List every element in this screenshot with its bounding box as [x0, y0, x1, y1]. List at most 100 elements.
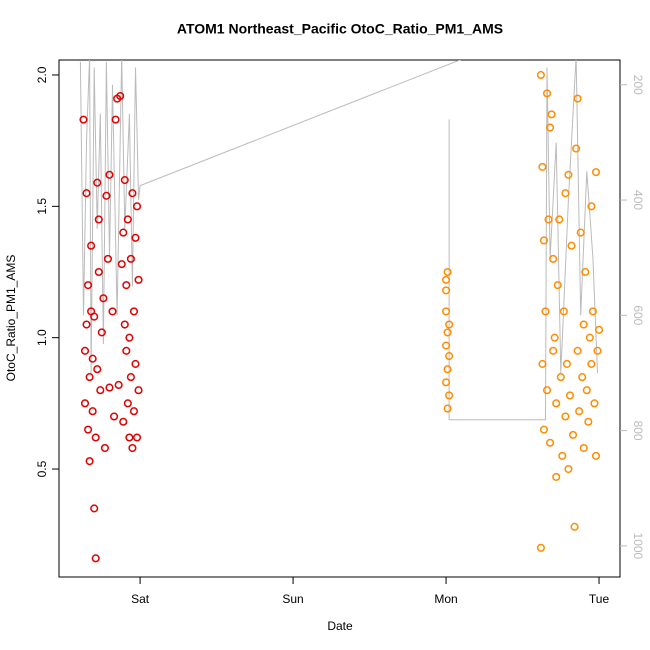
- data-point: [82, 320, 91, 329]
- data-point: [587, 202, 596, 211]
- data-point: [122, 346, 131, 355]
- data-point: [564, 464, 573, 474]
- data-point: [91, 433, 100, 442]
- data-point: [120, 176, 129, 185]
- data-point: [570, 522, 579, 531]
- data-point: [538, 162, 547, 171]
- x-tick-label: Mon: [434, 592, 457, 606]
- data-point: [561, 189, 570, 198]
- data-point: [131, 359, 140, 368]
- data-point: [594, 325, 604, 334]
- data-point: [442, 341, 451, 350]
- data-point: [134, 386, 143, 395]
- data-point: [129, 307, 139, 316]
- data-point: [123, 215, 132, 224]
- data-point: [587, 359, 596, 368]
- data-point: [120, 320, 129, 329]
- data-point: [119, 417, 128, 426]
- data-point: [547, 110, 556, 119]
- data-point: [82, 189, 91, 198]
- plot-frame: [58, 59, 621, 578]
- data-point: [549, 346, 558, 355]
- data-point: [442, 275, 451, 284]
- data-point: [588, 307, 597, 316]
- data-point: [114, 380, 123, 390]
- data-point: [93, 365, 102, 374]
- data-point: [132, 202, 142, 211]
- data-point: [556, 373, 565, 382]
- data-point: [576, 228, 585, 237]
- data-point: [578, 373, 587, 382]
- data-point: [102, 191, 111, 200]
- x-tick-label: Sun: [282, 592, 303, 606]
- data-point: [94, 267, 103, 277]
- data-point: [443, 267, 452, 277]
- data-point: [550, 333, 559, 342]
- y2-tick-label: 800: [631, 421, 645, 441]
- data-point: [126, 254, 135, 263]
- data-point: [561, 412, 570, 421]
- data-point: [546, 123, 555, 132]
- data-point: [585, 333, 594, 342]
- data-point: [546, 438, 555, 447]
- data-point: [103, 254, 113, 263]
- data-point: [536, 70, 545, 80]
- data-point: [119, 228, 128, 237]
- data-point: [79, 115, 88, 124]
- data-point: [134, 275, 143, 284]
- data-point: [544, 215, 553, 224]
- data-point: [442, 378, 451, 387]
- data-point: [591, 451, 601, 460]
- data-point: [575, 407, 584, 416]
- point-layer: [79, 70, 604, 563]
- line-layer: [79, 60, 598, 421]
- y2-tick-label: 1000: [631, 533, 645, 560]
- data-point: [553, 281, 562, 290]
- data-point: [93, 178, 102, 187]
- data-point: [87, 241, 96, 250]
- data-point: [132, 433, 142, 442]
- data-point: [94, 215, 103, 224]
- data-point: [442, 286, 451, 295]
- data-point: [445, 391, 454, 400]
- data-point: [90, 312, 99, 321]
- data-point: [85, 373, 94, 382]
- data-point: [581, 267, 590, 277]
- data-point: [538, 359, 547, 368]
- data-point: [110, 412, 119, 421]
- data-point: [559, 307, 568, 316]
- data-point: [564, 170, 573, 179]
- data-point: [552, 399, 561, 408]
- altitude-line: [79, 60, 598, 421]
- data-point: [90, 504, 99, 513]
- data-point: [122, 281, 131, 290]
- data-point: [558, 451, 567, 460]
- data-point: [126, 373, 135, 382]
- data-point: [85, 457, 94, 466]
- y-tick-label: 1.5: [35, 198, 49, 215]
- data-point: [443, 365, 452, 374]
- data-point: [582, 386, 591, 395]
- x-axis-label: Date: [327, 619, 353, 633]
- data-point: [565, 391, 575, 400]
- data-point: [80, 346, 90, 355]
- data-point: [579, 443, 588, 453]
- data-point: [88, 407, 97, 416]
- data-point: [445, 352, 454, 361]
- data-point: [84, 281, 93, 290]
- data-point: [96, 386, 105, 395]
- data-point: [593, 346, 602, 355]
- data-point: [97, 328, 106, 337]
- data-point: [573, 94, 582, 103]
- data-point: [445, 320, 454, 329]
- data-point: [88, 354, 97, 363]
- data-point: [568, 430, 578, 439]
- data-point: [128, 443, 137, 453]
- data-point: [539, 425, 549, 434]
- data-point: [562, 359, 571, 368]
- data-point: [99, 294, 108, 303]
- data-point: [539, 236, 549, 245]
- data-point: [542, 89, 552, 98]
